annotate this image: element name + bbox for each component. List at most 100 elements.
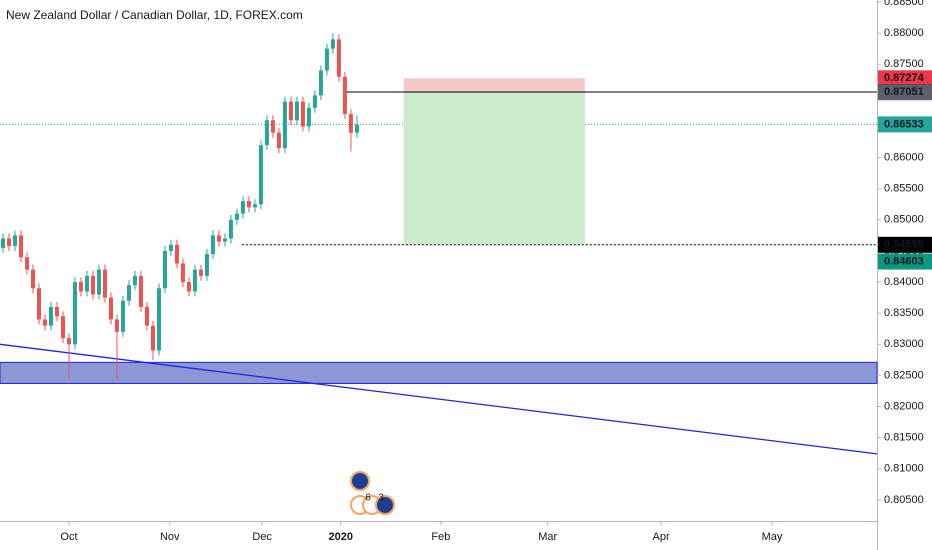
candle-body <box>150 325 155 351</box>
candle-body <box>102 269 107 298</box>
x-tick-label: Oct <box>60 531 77 543</box>
chart-title: New Zealand Dollar / Canadian Dollar, 1D… <box>6 8 303 22</box>
candle-body <box>108 297 113 320</box>
y-tick-label: 0.86000 <box>884 151 924 163</box>
candle-body <box>294 101 299 121</box>
candle-body <box>126 285 131 301</box>
candle-body <box>252 204 257 208</box>
x-tick-label: Apr <box>652 531 669 543</box>
candle-body <box>18 235 23 258</box>
y-tick-label: 0.87500 <box>884 58 924 70</box>
candle-body <box>162 250 167 289</box>
candle-body <box>42 319 47 326</box>
candle-body <box>132 275 137 286</box>
x-tick-label: Nov <box>160 531 180 543</box>
candle-body <box>66 338 71 345</box>
stop-zone <box>403 78 585 93</box>
candle-body <box>192 269 197 292</box>
event-icon <box>350 471 370 491</box>
candle-body <box>324 48 329 71</box>
x-tick-label: 2020 <box>328 531 352 543</box>
candle-body <box>84 275 89 292</box>
candle-body <box>216 235 221 242</box>
x-tick-label: May <box>762 531 783 543</box>
y-tick-label: 0.88500 <box>884 0 924 8</box>
price-label-box <box>878 70 932 87</box>
y-tick-label: 0.81000 <box>884 463 924 475</box>
candle-body <box>258 145 263 205</box>
candle-body <box>114 319 119 332</box>
candle-body <box>174 244 179 264</box>
candle-body <box>78 282 83 292</box>
candle-body <box>12 235 17 246</box>
candle-body <box>6 238 11 246</box>
price-label-box <box>878 236 932 253</box>
plot <box>0 33 878 455</box>
candle-body <box>312 95 317 108</box>
support-zone <box>0 361 878 384</box>
candle-body <box>342 76 347 115</box>
trendline <box>0 343 878 455</box>
candle-body <box>204 254 209 276</box>
candle-body <box>180 263 185 283</box>
price-label: 0.87051 <box>884 86 924 98</box>
candle-body <box>30 269 35 289</box>
candle-body <box>198 269 203 276</box>
candle-body <box>348 114 353 133</box>
price-label-box <box>878 116 932 133</box>
event-count: 3 <box>378 493 384 504</box>
candle-body <box>210 235 215 255</box>
candle-body <box>246 201 251 208</box>
candle-body <box>168 244 173 251</box>
candle-body <box>288 101 293 121</box>
price-label: 0.84599 <box>884 239 924 251</box>
y-tick-label: 0.82500 <box>884 369 924 381</box>
event-icon <box>375 495 395 515</box>
candle-body <box>276 132 281 149</box>
price-label: 0.86533 <box>884 118 924 130</box>
y-tick-label: 0.82000 <box>884 400 924 412</box>
candle-body <box>48 306 53 326</box>
candle-body <box>336 39 341 77</box>
candle-body <box>96 269 101 295</box>
y-tick-label: 0.80500 <box>884 494 924 506</box>
candle-body <box>72 282 77 345</box>
candle-body <box>144 306 149 326</box>
candle-body <box>24 257 29 270</box>
candle-body <box>354 124 359 133</box>
candle-body <box>330 39 335 49</box>
price-label-box <box>878 84 932 101</box>
candle-body <box>306 107 311 127</box>
candle-body <box>120 300 125 332</box>
target-zone <box>403 92 585 245</box>
y-tick-label: 0.81500 <box>884 432 924 444</box>
y-tick-label: 0.85500 <box>884 183 924 195</box>
candle-body <box>60 316 65 339</box>
candle-body <box>138 275 143 307</box>
candle-body <box>222 238 227 242</box>
candle-body <box>264 120 269 146</box>
y-tick-label: 0.84000 <box>884 276 924 288</box>
x-tick-label: Feb <box>431 531 450 543</box>
candle-body <box>36 288 41 320</box>
candle-body <box>0 238 5 248</box>
candle-body <box>234 213 239 220</box>
candle-body <box>90 275 95 295</box>
x-tick-label: Dec <box>252 531 272 543</box>
price-label: 0.84603 <box>884 255 924 267</box>
candle-body <box>54 306 59 317</box>
price-label: 0.87274 <box>884 72 925 84</box>
candle-body <box>186 282 191 292</box>
event-count: 6 <box>365 493 371 504</box>
candle-body <box>240 201 245 214</box>
x-tick-label: Mar <box>538 531 557 543</box>
price-label-box <box>878 253 932 270</box>
y-tick-label: 0.83000 <box>884 338 924 350</box>
candle-body <box>270 120 275 133</box>
candle-body <box>228 219 233 239</box>
y-tick-label: 0.85000 <box>884 214 924 226</box>
y-tick-label: 0.88000 <box>884 27 924 39</box>
candle-body <box>282 101 287 149</box>
candle-body <box>300 101 305 127</box>
